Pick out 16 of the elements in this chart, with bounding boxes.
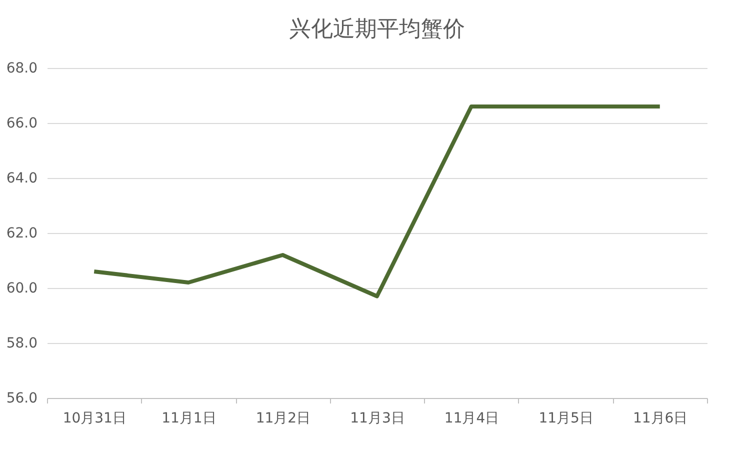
chart-title: 兴化近期平均蟹价	[289, 17, 465, 42]
y-tick-label: 62.0	[6, 226, 38, 242]
y-tick-label: 56.0	[6, 390, 38, 406]
y-tick-label: 66.0	[6, 116, 38, 132]
x-tick-label: 10月31日	[62, 410, 126, 426]
x-tick-label: 11月1日	[162, 410, 216, 426]
x-tick-label: 11月2日	[256, 410, 311, 426]
x-tick-label: 11月6日	[632, 410, 688, 426]
y-tick-label: 64.0	[6, 170, 38, 186]
y-tick-label: 58.0	[6, 336, 38, 352]
line-series	[92, 104, 662, 298]
y-tick-label: 68.0	[6, 60, 38, 76]
x-tick-label: 11月3日	[350, 410, 405, 426]
y-tick-label: 60.0	[6, 280, 38, 296]
x-tick-label: 11月5日	[538, 410, 594, 426]
x-tick-label: 11月4日	[444, 410, 500, 426]
